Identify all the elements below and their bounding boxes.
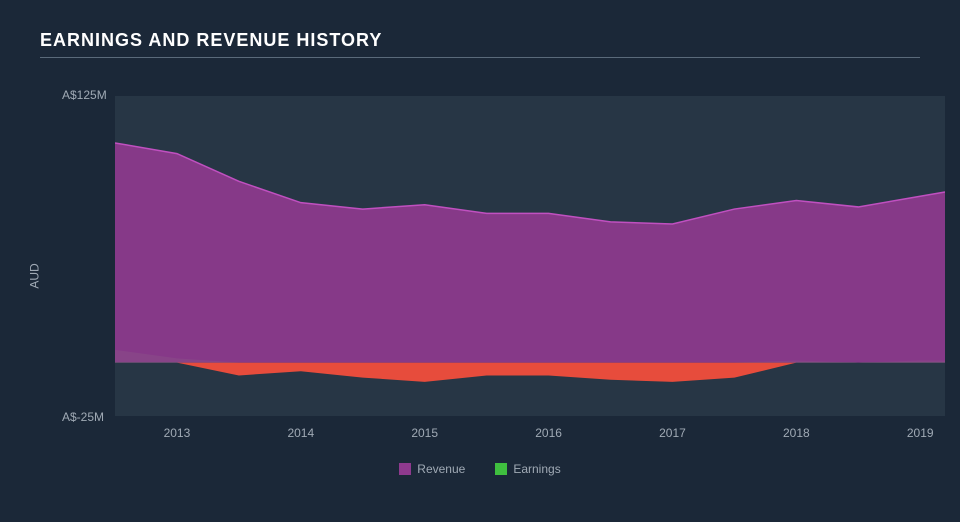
y-axis-label: AUD	[28, 263, 42, 288]
x-tick: 2013	[164, 426, 191, 440]
x-tick: 2019	[907, 426, 934, 440]
y-tick-top: A$125M	[62, 88, 107, 102]
legend-label-earnings: Earnings	[513, 462, 560, 476]
x-tick: 2018	[783, 426, 810, 440]
legend: Revenue Earnings	[40, 462, 920, 476]
legend-swatch-earnings	[495, 463, 507, 475]
y-tick-bottom: A$-25M	[62, 410, 104, 424]
legend-item-revenue: Revenue	[399, 462, 465, 476]
legend-label-revenue: Revenue	[417, 462, 465, 476]
plot-area	[115, 96, 945, 416]
x-tick: 2014	[287, 426, 314, 440]
area-chart-svg	[115, 96, 945, 416]
x-tick: 2017	[659, 426, 686, 440]
x-tick: 2015	[411, 426, 438, 440]
earnings-negative-area	[115, 363, 945, 382]
chart-wrap: AUD A$125M A$-25M 2013201420152016201720…	[40, 76, 920, 476]
chart-title: EARNINGS AND REVENUE HISTORY	[40, 30, 920, 51]
legend-swatch-revenue	[399, 463, 411, 475]
title-rule	[40, 57, 920, 58]
legend-item-earnings: Earnings	[495, 462, 560, 476]
x-tick: 2016	[535, 426, 562, 440]
revenue-area	[115, 143, 945, 363]
